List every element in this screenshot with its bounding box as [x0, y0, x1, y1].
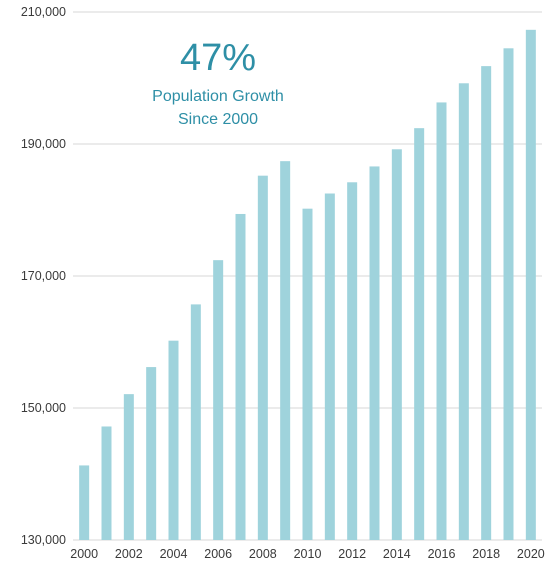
y-tick-label: 130,000 [21, 533, 66, 547]
growth-label-line1: Population Growth [152, 88, 284, 105]
x-tick-label: 2004 [160, 547, 188, 561]
growth-percentage: 47% [180, 37, 256, 79]
bar-2019 [503, 48, 514, 541]
y-tick-label: 170,000 [21, 269, 66, 283]
x-tick-label: 2010 [294, 547, 322, 561]
growth-label-line2: Since 2000 [178, 111, 258, 128]
bar-2011 [324, 193, 335, 540]
x-tick-label: 2012 [338, 547, 366, 561]
x-tick-label: 2000 [70, 547, 98, 561]
x-tick-label: 2014 [383, 547, 411, 561]
bar-2002 [123, 394, 134, 540]
y-axis: 130,000 150,000 170,000 190,000 210,000 [21, 5, 66, 547]
x-tick-label: 2008 [249, 547, 277, 561]
bar-2009 [280, 161, 291, 540]
bar-2005 [190, 304, 201, 540]
bar-series [79, 29, 536, 541]
x-tick-label: 2006 [204, 547, 232, 561]
bar-2008 [257, 175, 268, 540]
bar-2016 [436, 102, 447, 541]
x-tick-label: 2016 [428, 547, 456, 561]
bar-2010 [302, 208, 313, 540]
x-tick-label: 2020 [517, 547, 545, 561]
y-tick-label: 210,000 [21, 5, 66, 19]
bar-2015 [414, 128, 425, 540]
bar-2020 [525, 29, 536, 540]
bar-2001 [101, 426, 112, 540]
growth-annotation: 47% Population Growth Since 2000 [152, 37, 284, 128]
bar-2013 [369, 166, 380, 540]
y-tick-label: 190,000 [21, 137, 66, 151]
x-tick-label: 2018 [472, 547, 500, 561]
bar-2014 [391, 149, 402, 540]
bar-2017 [458, 83, 469, 540]
bar-2007 [235, 213, 246, 540]
bar-2018 [481, 66, 492, 541]
bar-2003 [146, 367, 157, 540]
bar-2000 [79, 465, 90, 540]
bar-2004 [168, 340, 179, 540]
bar-2012 [347, 182, 358, 540]
bar-2006 [213, 260, 224, 540]
x-tick-label: 2002 [115, 547, 143, 561]
y-tick-label: 150,000 [21, 401, 66, 415]
x-axis: 2000 2002 2004 2006 2008 2010 2012 2014 2016 2018… [70, 547, 545, 561]
